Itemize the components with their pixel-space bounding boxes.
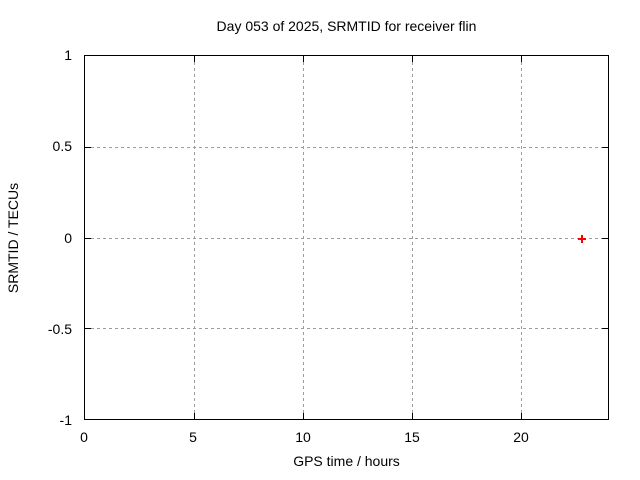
y-tick-label-1: 1 <box>64 47 72 63</box>
y-tick-label-neg0.5: -0.5 <box>47 321 72 337</box>
tick-bottom-20 <box>520 413 522 419</box>
tick-top-20 <box>520 56 522 62</box>
tick-top-15 <box>411 56 413 62</box>
tick-bottom-10 <box>302 413 304 419</box>
tick-right-0.5 <box>602 146 608 148</box>
x-tick-label-0: 0 <box>80 429 88 445</box>
gridline-y-neg0.5 <box>85 328 608 330</box>
data-point-marker <box>577 234 586 243</box>
tick-top-5 <box>193 56 195 62</box>
chart-title: Day 053 of 2025, SRMTID for receiver fli… <box>216 18 477 34</box>
gridline-y-0 <box>85 237 608 239</box>
tick-bottom-5 <box>193 413 195 419</box>
plus-icon <box>580 234 583 243</box>
y-tick-label-0.5: 0.5 <box>52 138 72 154</box>
tick-left-0 <box>85 237 91 239</box>
tick-top-10 <box>302 56 304 62</box>
tick-left-0.5 <box>85 146 91 148</box>
y-tick-label-0: 0 <box>64 230 72 246</box>
gridline-y-0.5 <box>85 146 608 148</box>
tick-right-0 <box>602 237 608 239</box>
x-tick-label-10: 10 <box>295 429 311 445</box>
tick-bottom-15 <box>411 413 413 419</box>
x-tick-label-5: 5 <box>189 429 197 445</box>
plot-area <box>84 55 609 420</box>
y-tick-label-neg1: -1 <box>59 412 72 428</box>
x-tick-label-20: 20 <box>513 429 529 445</box>
x-tick-label-15: 15 <box>404 429 420 445</box>
tick-right-neg0.5 <box>602 328 608 330</box>
x-axis-label: GPS time / hours <box>293 453 400 469</box>
tick-left-neg0.5 <box>85 328 91 330</box>
